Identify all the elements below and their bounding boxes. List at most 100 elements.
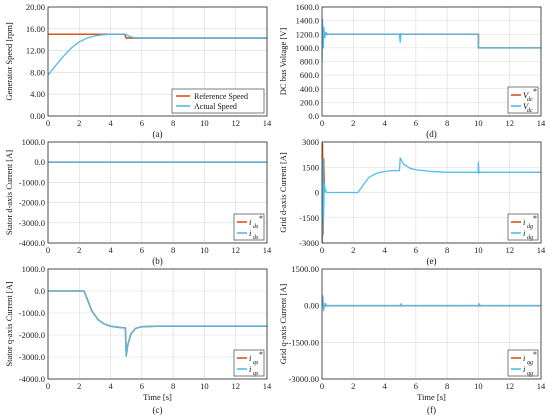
y-tick-label: -3000.0 [19,352,45,362]
y-tick-label: 12.00 [26,46,45,56]
legend-symbol: i [249,353,252,363]
legend-subscript: qs [253,360,259,366]
x-tick-label: 6 [140,118,144,128]
legend-subscript: dg [527,235,533,241]
y-tick-label: -4000.0 [19,238,45,248]
panel-caption: (a) [153,129,163,139]
legend-subscript: ds [253,224,259,230]
x-tick-label: 14 [263,118,272,128]
x-tick-label: 14 [263,245,272,255]
panel-c: 0 2 4 6 8 10 12 14 -4000.0 -3000.0 -2000.0 -1000.0 0… [4,264,272,415]
legend-subscript: ds [253,235,259,241]
plot-area [322,269,541,379]
panel-a: 0 2 4 6 8 10 12 14 0.00 4.00 8.00 12.00 16.00 20.00 Ge… [4,2,272,139]
panel-caption: (f) [427,405,436,415]
y-tick-label: 800.0 [300,57,319,67]
x-tick-label: 2 [77,245,81,255]
y-tick-label: 0.00 [304,301,319,311]
x-tick-label: 12 [231,245,240,255]
legend-box [233,213,265,241]
legend: i qg*i qg [507,349,539,377]
y-tick-label: 1000.0 [22,264,45,274]
y-tick-label: 0.00 [30,111,45,121]
x-tick-label: 6 [414,118,418,128]
x-tick-label: 8 [171,245,175,255]
y-tick-label: 1500.00 [291,264,319,274]
y-tick-label: -1000.0 [19,308,45,318]
x-tick-label: 8 [445,245,449,255]
legend-symbol: i [523,217,526,227]
y-tick-label: -1000.0 [19,177,45,187]
legend-star: * [533,350,537,359]
series-line-2 [48,290,267,357]
y-tick-label: 0.0 [34,286,45,296]
legend-star: * [533,87,537,96]
x-tick-label: 2 [351,118,355,128]
series-line-2 [48,33,267,76]
legend-symbol: i [523,353,526,363]
x-tick-label: 4 [382,118,387,128]
legend-subscript: qg [527,360,533,366]
legend-symbol: i [249,228,252,238]
y-tick-label: -1500 [299,213,319,223]
legend-subscript: dc [527,108,533,114]
plot-area [48,269,267,379]
y-tick-label: 20.00 [26,2,45,12]
legend-box [507,349,539,377]
legend-box [233,349,265,377]
series-line-2 [322,157,541,243]
x-tick-label: 14 [537,245,546,255]
legend-subscript: qg [527,371,533,377]
legend-star: * [259,214,263,223]
x-tick-label: 6 [414,245,418,255]
legend-symbol: i [249,217,252,227]
y-axis-label: Grid q-axis Current [A] [278,284,288,365]
axis-frame [47,268,268,380]
y-tick-label: 200.0 [300,97,319,107]
y-tick-label: 4.00 [30,89,45,99]
legend: Vdc*Vdc [507,86,539,114]
x-tick-label: 12 [505,381,514,391]
x-tick-label: 12 [505,118,514,128]
series-line-2 [322,18,541,62]
legend-symbol: i [523,364,526,374]
panel-f: 0 2 4 6 8 10 12 14 -3000.00 -1500.00 0.00 1500.00Gr… [278,264,546,415]
x-tick-label: 10 [474,381,483,391]
y-tick-label: 1200.0 [296,29,319,39]
x-tick-label: 2 [77,381,81,391]
y-axis-label: Stator d-axis Current [A] [4,150,14,235]
legend-symbol: V [523,90,530,100]
panel-caption: (b) [152,256,163,266]
legend-symbol: i [523,228,526,238]
legend-subscript: dg [527,224,533,230]
legend-symbol: i [249,364,252,374]
axis-frame [47,6,268,117]
x-tick-label: 4 [382,245,387,255]
x-tick-label: 0 [46,245,50,255]
legend: i ds*i ds [233,213,265,241]
legend-box [507,213,539,241]
x-tick-label: 10 [200,381,209,391]
legend-star: * [533,214,537,223]
legend-box [507,86,539,114]
x-tick-label: 8 [445,118,449,128]
x-tick-label: 10 [200,118,209,128]
x-tick-label: 6 [140,245,144,255]
y-axis-label: DC bus Voltage [V] [278,28,288,96]
x-tick-label: 14 [537,381,546,391]
x-tick-label: 10 [474,118,483,128]
y-axis-label: Stator q-axis Current [A] [4,281,14,366]
y-tick-label: 0.0 [308,111,319,121]
y-tick-label: 0.0 [34,157,45,167]
y-tick-label: 8.00 [30,67,45,77]
x-tick-label: 8 [445,381,449,391]
x-tick-label: 12 [231,118,240,128]
y-tick-label: 1000.0 [296,43,319,53]
x-tick-label: 6 [140,381,144,391]
legend-star: * [259,350,263,359]
x-tick-label: 0 [320,245,324,255]
x-tick-label: 4 [108,118,113,128]
y-tick-label: 0 [315,188,319,198]
y-axis-label: Grid d-axis Current [A] [278,152,288,233]
